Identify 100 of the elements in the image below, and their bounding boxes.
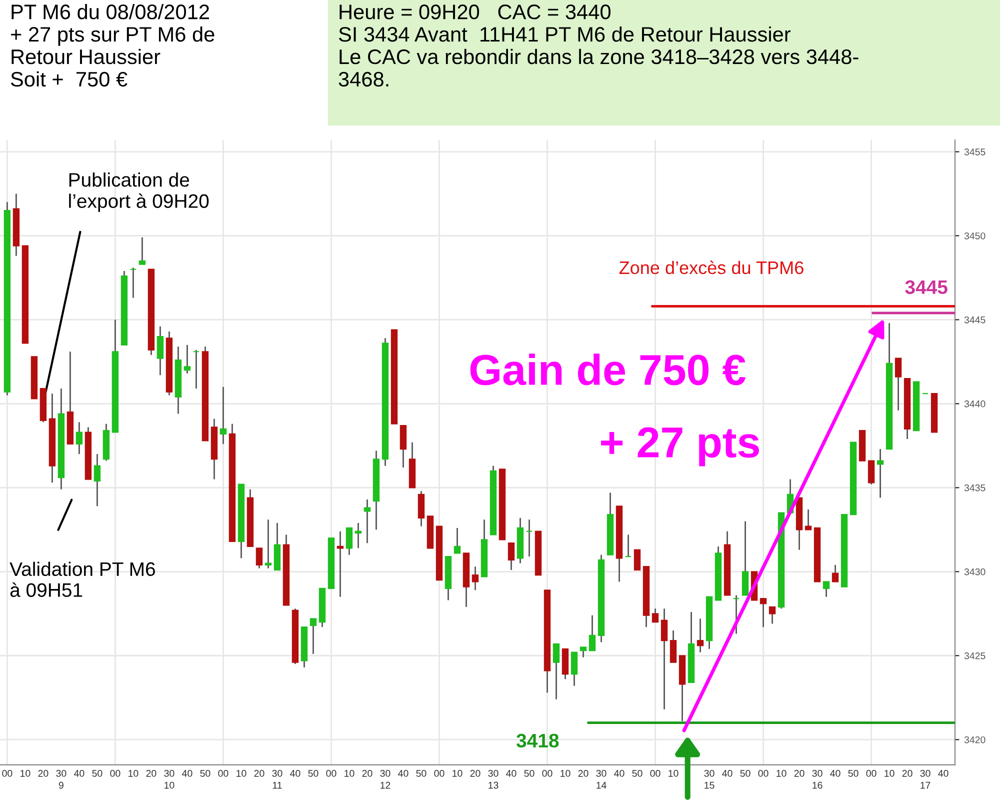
x-tick-label: 20 [254, 770, 264, 777]
x-tick-label: 00 [866, 770, 876, 777]
candlestick [256, 547, 263, 569]
x-tick-label: 30 13 [488, 770, 498, 789]
candlestick [400, 424, 407, 468]
x-tick-label: 00 [434, 770, 444, 777]
candlestick [310, 618, 317, 655]
chart-subtitle: Heure = 09H20 CAC = 3440 SI 3434 Avant 11H41 PT M6 de Retour Haussier Le CAC va rebondir dans la zone 3418–3428 vers 3448- 3468. [338, 4, 858, 87]
x-tick-label: 40 [74, 770, 84, 777]
candlestick [138, 236, 146, 265]
candlestick [876, 448, 884, 498]
candlestick [336, 530, 344, 598]
candlestick [94, 453, 101, 507]
x-tick-label: 10 [20, 770, 30, 777]
candlestick [624, 534, 632, 558]
x-tick-label: 30 10 [164, 770, 174, 789]
candlestick [526, 518, 533, 558]
x-tick-label: 30 12 [380, 770, 390, 789]
candlestick [76, 421, 83, 455]
candlestick [364, 498, 371, 544]
x-tick-label: 00 [542, 770, 552, 777]
y-tick-label: 3445 [964, 316, 986, 324]
x-tick-label: 50 [524, 770, 534, 777]
y-tick-label: 3450 [964, 232, 986, 240]
y-tick-label: 3420 [964, 736, 986, 744]
candlestick [220, 386, 227, 445]
x-tick-label: 30 11 [272, 770, 282, 789]
x-tick-label: 40 [182, 770, 192, 777]
annotation: + 27 pts [601, 427, 759, 466]
annotation: Gain de 750 € [470, 354, 746, 386]
x-tick-label: 40 [290, 770, 300, 777]
x-tick-label: 10 [668, 770, 678, 777]
candlestick [868, 460, 875, 486]
x-tick-label: 20 [362, 770, 372, 777]
x-tick-label: 30 14 [596, 770, 606, 789]
x-tick-label: 40 [938, 770, 948, 777]
x-tick-label: 50 [92, 770, 102, 777]
x-tick-label: 30 15 [704, 770, 714, 789]
x-tick-label: 10 [560, 770, 570, 777]
candlestick [264, 518, 272, 569]
x-tick-label: 20 [470, 770, 480, 777]
candlestick [652, 608, 659, 623]
candlestick [130, 266, 137, 299]
x-tick-label: 00 [110, 770, 120, 777]
x-tick-label: 50 [632, 770, 642, 777]
x-tick-label: 10 [776, 770, 786, 777]
x-tick-label: 40 [722, 770, 732, 777]
candlestick [742, 520, 749, 596]
candlestick [634, 549, 641, 571]
x-tick-label: 40 [398, 770, 408, 777]
candlestick [832, 564, 839, 582]
x-tick-label: 00 [758, 770, 768, 777]
ref-line-label: Zone d’excès du TPM6 [619, 260, 804, 274]
x-tick-label: 50 [740, 770, 750, 777]
ref-line-label: 3445 [905, 280, 948, 294]
candlestick [472, 566, 479, 591]
candlestick [760, 598, 767, 628]
x-tick-label: 40 [614, 770, 624, 777]
candlestick [894, 358, 902, 412]
candlestick [418, 490, 425, 527]
x-tick-label: 10 [344, 770, 354, 777]
y-tick-label: 3455 [964, 148, 986, 156]
x-tick-label: 00 [326, 770, 336, 777]
x-tick-label: 00 [650, 770, 660, 777]
candlestick [354, 522, 362, 549]
candlestick [660, 608, 668, 710]
chart-title: PT M6 du 08/08/2012 + 27 pts sur PT M6 de Retour Haussier Soit + 750 € [10, 4, 214, 87]
x-tick-label: 00 [218, 770, 228, 777]
x-tick-label: 40 [506, 770, 516, 777]
x-tick-label: 10 [452, 770, 462, 777]
x-tick-label: 20 [38, 770, 48, 777]
candlestick [192, 349, 200, 390]
annotation: 3418 [516, 734, 559, 748]
x-tick-label: 50 [200, 770, 210, 777]
x-tick-label: 10 [884, 770, 894, 777]
candlestick [508, 542, 515, 571]
x-tick-label: 50 [308, 770, 318, 777]
x-tick-label: 30 9 [56, 770, 66, 789]
candlestick [588, 614, 596, 652]
y-tick-label: 3440 [964, 400, 986, 408]
candlestick [822, 581, 830, 598]
x-tick-label: 00 [2, 770, 12, 777]
candlestick [580, 646, 587, 658]
x-tick-label: 50 [848, 770, 858, 777]
x-tick-label: 30 17 [920, 770, 930, 789]
candlestick [570, 652, 578, 687]
candlestick [156, 326, 164, 376]
x-tick-label: 10 [236, 770, 246, 777]
candlestick [670, 630, 677, 664]
candlestick [804, 508, 812, 530]
candlestick [346, 527, 353, 556]
x-tick-label: 30 16 [812, 770, 822, 789]
x-tick-label: 40 [830, 770, 840, 777]
candlestick [552, 643, 560, 700]
candlestick [454, 527, 461, 554]
annotation: Publication de l’export à 09H20 [69, 172, 209, 212]
x-tick-label: 20 [146, 770, 156, 777]
x-tick-label: 20 [578, 770, 588, 777]
candlestick [184, 344, 191, 374]
x-tick-label: 20 [902, 770, 912, 777]
